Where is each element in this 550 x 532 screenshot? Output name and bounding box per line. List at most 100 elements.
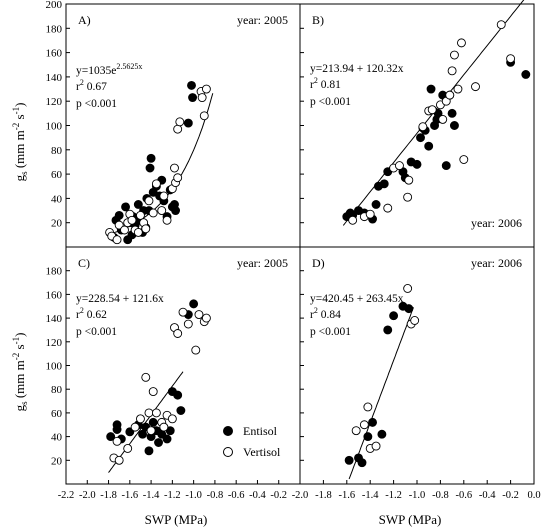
p-value: p <0.001: [76, 98, 117, 110]
point-vertisol: [120, 225, 129, 235]
point-vertisol: [348, 215, 358, 225]
legend-entisol-marker: [223, 426, 233, 436]
point-vertisol: [199, 111, 209, 121]
point-entisol: [183, 118, 193, 128]
y-tick-label: 140: [46, 313, 63, 325]
point-entisol: [173, 390, 183, 400]
point-vertisol: [201, 313, 211, 323]
point-vertisol: [371, 441, 381, 451]
point-entisol: [154, 438, 163, 447]
x-tick-label: -2.0: [292, 490, 309, 501]
point-vertisol: [496, 20, 506, 30]
panels: 20 40 60 80 100 120 140 160 180 200 A) year: 2005 y=…: [46, 0, 541, 501]
panel-label: A): [78, 13, 91, 27]
point-vertisol: [359, 420, 369, 430]
r-squared: r2 0.62: [76, 306, 107, 321]
point-entisol: [447, 108, 457, 118]
point-vertisol: [136, 414, 145, 424]
point-entisol: [162, 434, 172, 444]
y-tick-label: 20: [51, 218, 63, 230]
point-vertisol: [403, 192, 413, 202]
x-tick-label: -0.8: [432, 490, 449, 501]
point-vertisol: [157, 206, 167, 216]
point-vertisol: [194, 310, 204, 319]
year-label: year: 2005: [237, 13, 288, 27]
r-squared: r2 0.84: [310, 306, 341, 321]
year-label: year: 2006: [471, 256, 522, 270]
point-vertisol: [148, 387, 158, 397]
y-tick-label: 60: [51, 408, 63, 420]
point-vertisol: [438, 114, 448, 124]
y-tick-label: 60: [51, 169, 63, 181]
x-tick-label: -1.4: [362, 490, 379, 501]
point-vertisol: [410, 316, 420, 325]
x-tick-label: 0.0: [527, 490, 540, 501]
point-vertisol: [459, 155, 469, 164]
x-tick-label: -2.2: [58, 490, 75, 501]
x-tick-label: -0.6: [455, 490, 472, 501]
p-value: p <0.001: [76, 326, 117, 338]
point-vertisol: [144, 408, 154, 418]
p-value: p <0.001: [310, 326, 351, 338]
y-tick-label: 180: [46, 23, 63, 35]
point-vertisol: [144, 196, 154, 206]
point-entisol: [106, 432, 116, 442]
point-vertisol: [146, 426, 156, 436]
y-tick-label: 140: [46, 72, 63, 84]
x-tick-label: -0.2: [502, 490, 519, 501]
panel-d: -2.0 -1.8 -1.6 -1.4 -1.2 -1.0 -0.8 -0.6 -0.4 -0.2…: [292, 246, 541, 501]
point-vertisol: [449, 50, 459, 60]
point-vertisol: [151, 408, 161, 418]
point-vertisol: [197, 93, 207, 103]
legend-vertisol-label: Vertisol: [243, 445, 281, 459]
point-vertisol: [201, 84, 211, 94]
point-vertisol: [130, 422, 140, 432]
point-vertisol: [178, 307, 188, 317]
y-tick-label: 160: [46, 289, 63, 301]
x-axis-label-left: SWP (MPa): [145, 512, 208, 527]
point-vertisol: [133, 227, 143, 237]
point-entisol: [114, 210, 124, 220]
point-vertisol: [418, 122, 428, 132]
fit-equation: y=1035e2.5625x: [76, 62, 142, 77]
x-axis-label-right: SWP (MPa): [379, 512, 442, 527]
r-squared: r2 0.81: [310, 76, 341, 91]
point-vertisol: [506, 54, 516, 64]
fit-equation: y=228.54 + 121.6x: [76, 293, 164, 305]
point-entisol: [144, 446, 154, 456]
point-entisol: [112, 425, 122, 434]
point-vertisol: [447, 66, 457, 76]
y-tick-label: 80: [51, 145, 63, 157]
x-tick-label: -0.4: [479, 490, 496, 501]
point-entisol: [424, 141, 434, 151]
panel-label: B): [312, 13, 324, 27]
point-entisol: [371, 200, 381, 209]
point-entisol: [187, 80, 196, 90]
point-vertisol: [173, 124, 183, 134]
point-entisol: [145, 163, 155, 173]
x-tick-label: -0.6: [228, 490, 245, 501]
point-vertisol: [173, 329, 183, 338]
svg-text:gs (mm m-2 s-1): gs (mm m-2 s-1): [11, 333, 29, 412]
fit-equation: y=213.94 + 120.32x: [310, 63, 404, 75]
point-vertisol: [112, 235, 122, 245]
year-label: year: 2006: [471, 216, 522, 230]
point-vertisol: [383, 203, 393, 213]
point-entisol: [379, 179, 389, 189]
point-entisol: [377, 429, 387, 439]
y-tick-label: 200: [46, 0, 63, 11]
point-vertisol: [162, 215, 172, 225]
point-vertisol: [123, 444, 133, 453]
point-entisol: [363, 432, 373, 442]
panel-frame: [299, 246, 535, 485]
point-vertisol: [457, 38, 466, 48]
point-entisol: [121, 202, 131, 212]
y-tick-label: 120: [46, 96, 63, 108]
point-vertisol: [183, 319, 193, 329]
point-vertisol: [427, 105, 437, 115]
point-vertisol: [141, 224, 151, 234]
point-entisol: [449, 121, 459, 130]
point-entisol: [416, 133, 425, 143]
